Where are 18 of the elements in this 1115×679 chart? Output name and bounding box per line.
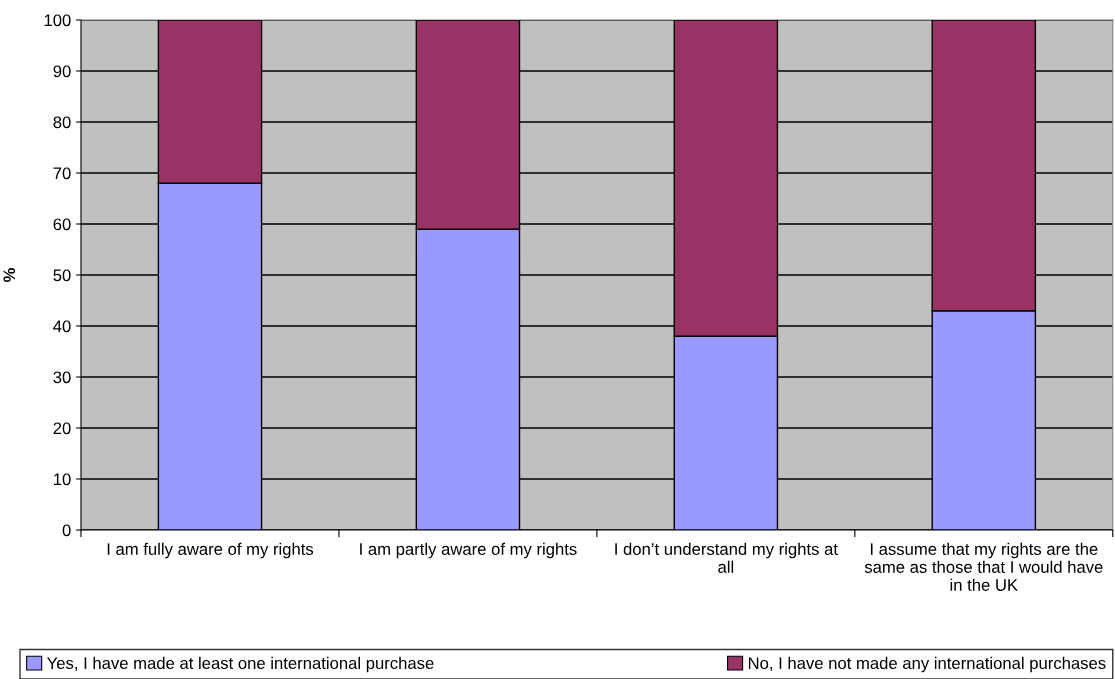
x-tick-label: I assume that my rights are the same as those that I would have in the UK (864, 542, 1103, 591)
x-tick-label: I don’t understand my rights at all (615, 542, 838, 573)
y-tick-label: 50 (53, 269, 71, 282)
y-tick-label: 100 (44, 14, 71, 27)
y-tick-label: 90 (53, 65, 71, 78)
y-tick-label: 70 (53, 167, 71, 180)
x-tick-label: I am partly aware of my rights (360, 542, 577, 559)
y-tick-label: 30 (53, 371, 71, 384)
x-tick-label: I am fully aware of my rights (107, 542, 314, 559)
legend-label: No, I have not made any international purchases (748, 656, 1106, 673)
y-tick-label: 10 (54, 473, 71, 486)
y-tick-label: 40 (53, 320, 71, 333)
y-tick-label: 0 (62, 524, 71, 537)
y-tick-label: 20 (53, 422, 71, 435)
y-tick-label: 60 (53, 218, 71, 231)
y-tick-label: 80 (53, 116, 71, 129)
y-axis-title: % (3, 268, 16, 282)
legend-label: Yes, I have made at least one international purchase (47, 656, 434, 673)
